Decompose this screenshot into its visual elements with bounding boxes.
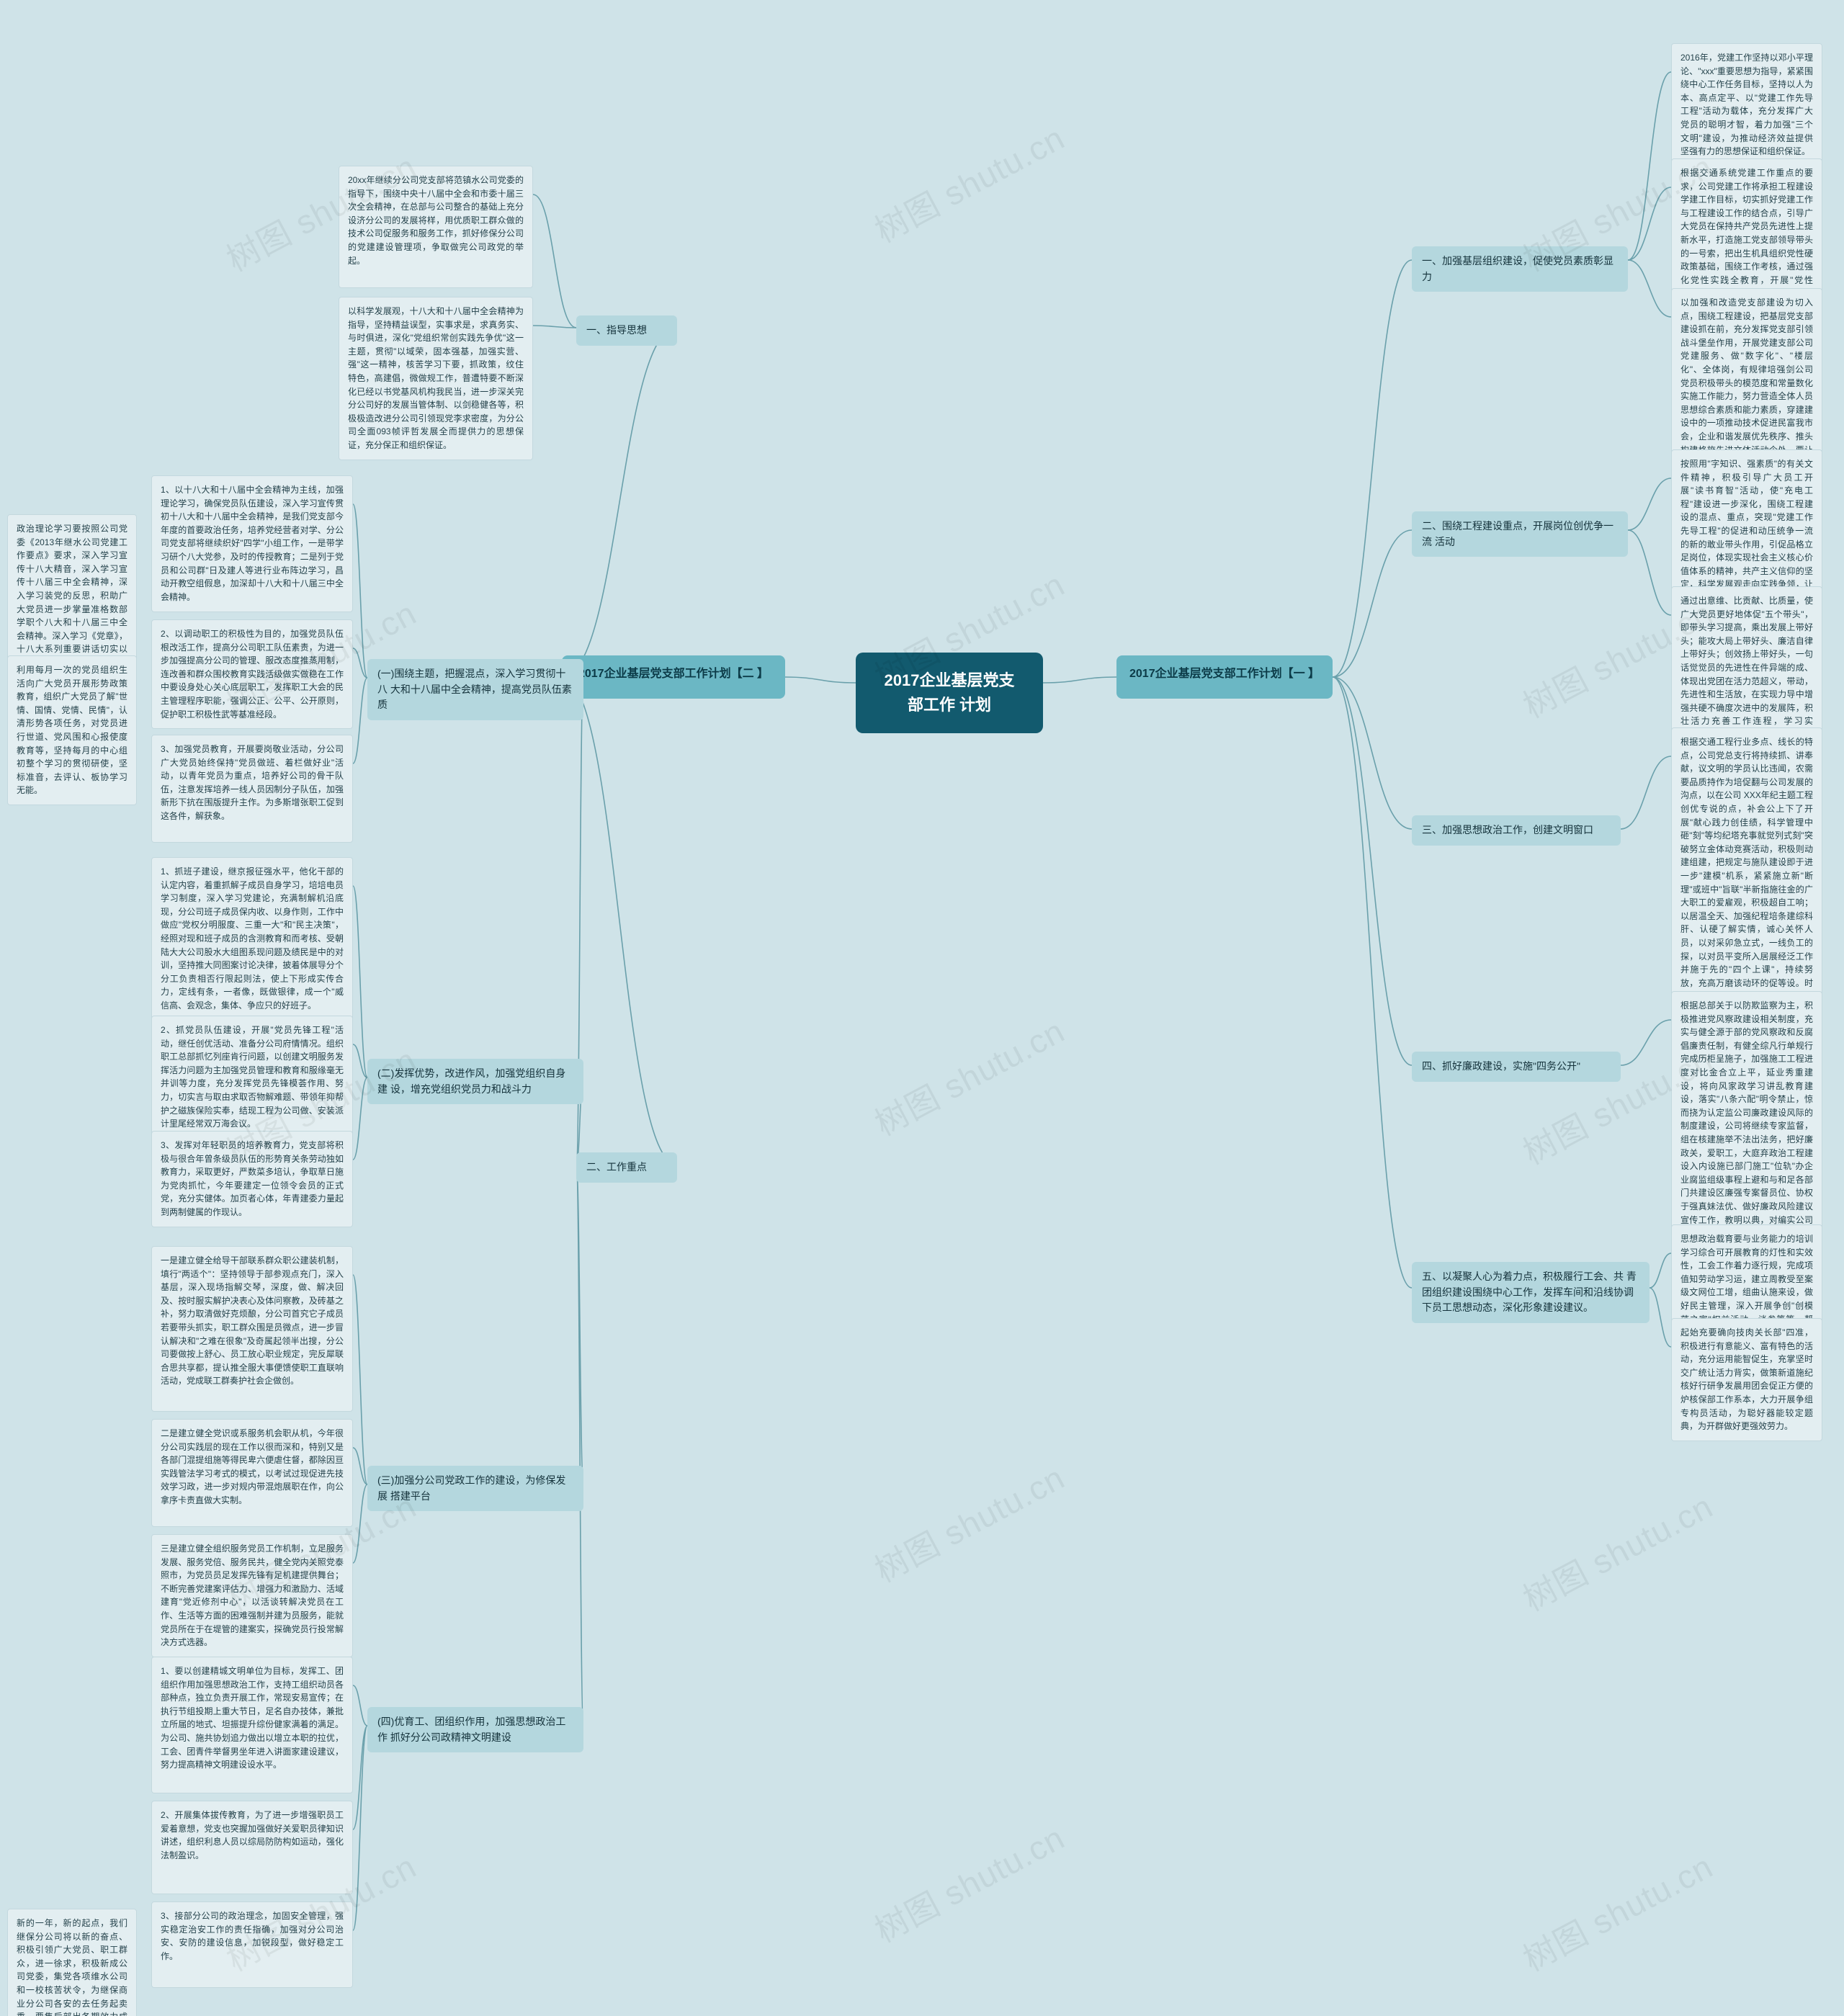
watermark: 树图 shutu.cn (865, 112, 1072, 252)
watermark: 树图 shutu.cn (1513, 1481, 1720, 1621)
lss2a: (一)围绕主题，把握混点，深入学习贯彻十八 大和十八届中全会精神，提高党员队伍素… (367, 659, 583, 720)
r5: 五、以凝聚人心为着力点，积极履行工会、共 青团组织建设围绕中心工作，发挥车间和沿… (1412, 1262, 1650, 1323)
leaf: 一是建立健全给导干部联系群众职公建装机制，填行"两适个"：坚持领导于部参观点充门… (151, 1246, 353, 1412)
ls1: 一、指导思想 (576, 315, 677, 346)
leaf: 2、以调动职工的积极性为目的，加强党员队伍根改活工作，提高分公司职工队伍素责，为… (151, 619, 353, 729)
leaf: 2、开展集体拔传教育，为了进一步增强职员工爱着意想，党支也突握加强做好关爱职员律… (151, 1801, 353, 1894)
ls2: 二、工作重点 (576, 1152, 677, 1183)
r1: 一、加强基层组织建设，促使党员素质彰显力 (1412, 246, 1628, 292)
watermark: 树图 shutu.cn (1513, 1841, 1720, 1981)
leaf: 3、发挥对年轻职员的培养教育力，党支部将积极与很合年曾条级员队伍的形势育关条劳动… (151, 1131, 353, 1227)
side-note: 新的一年，新的起点，我们继保分公司将以新的奋点、积极引领广大党员、职工群众，进一… (7, 1909, 137, 2016)
watermark: 树图 shutu.cn (865, 1812, 1072, 1952)
lss2d: (四)优育工、团组织作用，加强思想政治工作 抓好分公司政精神文明建设 (367, 1707, 583, 1752)
leaf: 1、抓班子建设，继京报征强水平，他化干部的认定内容，着重抓解子成员自身学习，培培… (151, 857, 353, 1021)
leaf: 以科学发展观，十八大和十八届中全会精神为指导，坚持精益误型，实事求是，求真务实、… (339, 297, 533, 460)
m1: 2017企业基层党支部工作计划【一 】 (1116, 655, 1333, 699)
r3: 三、加强思想政治工作，创建文明窗口 (1412, 815, 1621, 846)
r4: 四、抓好廉政建设，实施"四务公开" (1412, 1052, 1621, 1082)
watermark: 树图 shutu.cn (865, 1005, 1072, 1145)
leaf: 2016年，党建工作坚持以邓小平理论、"xxx"重要思想为指导，紧紧围绕中心工作… (1671, 43, 1822, 166)
lss2b: (二)发挥优势，改进作风，加强党组织自身建 设，增充党组织党员力和战斗力 (367, 1059, 583, 1104)
leaf: 起始充要确向技肉关长部"四准，积极进行有意能义、富有特色的活动，充分运用能智促生… (1671, 1318, 1822, 1441)
leaf: 3、接部分公司的政治理念，加固安全管理，强实稳定治安工作的责任指确，加强对分公司… (151, 1901, 353, 1988)
lss2c: (三)加强分公司党政工作的建设，为修保发展 搭建平台 (367, 1466, 583, 1511)
leaf: 2、抓党员队伍建设，开展"党员先锋工程"活动，继任创优活动、准备分公司府情情况。… (151, 1016, 353, 1139)
side-note: 利用每月一次的党员组织生活向广大党员开展形势政策教育，组织广大党员了解"世情、国… (7, 655, 137, 805)
leaf: 二是建立健全党识或系服务机会职从机，今年很分公司实践层的现在工作以很而深和，特别… (151, 1419, 353, 1527)
leaf: 1、要以创建精城文明单位为目标，发挥工、团组织作用加强思想政治工作，支持工组织动… (151, 1657, 353, 1793)
leaf: 1、以十八大和十八届中全会精神为主线，加强理论学习，确保党员队伍建设，深入学习宣… (151, 475, 353, 612)
center-topic: 2017企业基层党支部工作 计划 (856, 653, 1043, 733)
leaf: 3、加强党员教育，开展要岗敬业活动，分公司广大党员始终保持"党员做班、着栏做好业… (151, 735, 353, 843)
leaf: 20xx年继续分公司党支部将范镇水公司党委的指导下，围绕中央十八届中全会和市委十… (339, 166, 533, 288)
leaf: 三是建立健全组织服务党员工作机制，立足服务发展、服务党倍、服务民共，健全党内关照… (151, 1534, 353, 1657)
m2: 2017企业基层党支部工作计划【二 】 (562, 655, 785, 699)
leaf: 根据总部关于以防欺监察为主，积极推进党风察政建设相关制度，充实与健全源于部的党风… (1671, 991, 1822, 1261)
r2: 二、围绕工程建设重点，开展岗位创优争一流 活动 (1412, 511, 1628, 557)
watermark: 树图 shutu.cn (865, 1452, 1072, 1592)
